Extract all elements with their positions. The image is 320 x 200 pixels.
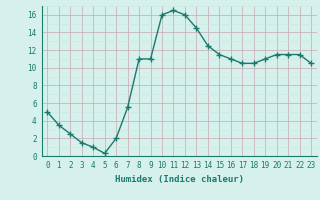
X-axis label: Humidex (Indice chaleur): Humidex (Indice chaleur): [115, 175, 244, 184]
